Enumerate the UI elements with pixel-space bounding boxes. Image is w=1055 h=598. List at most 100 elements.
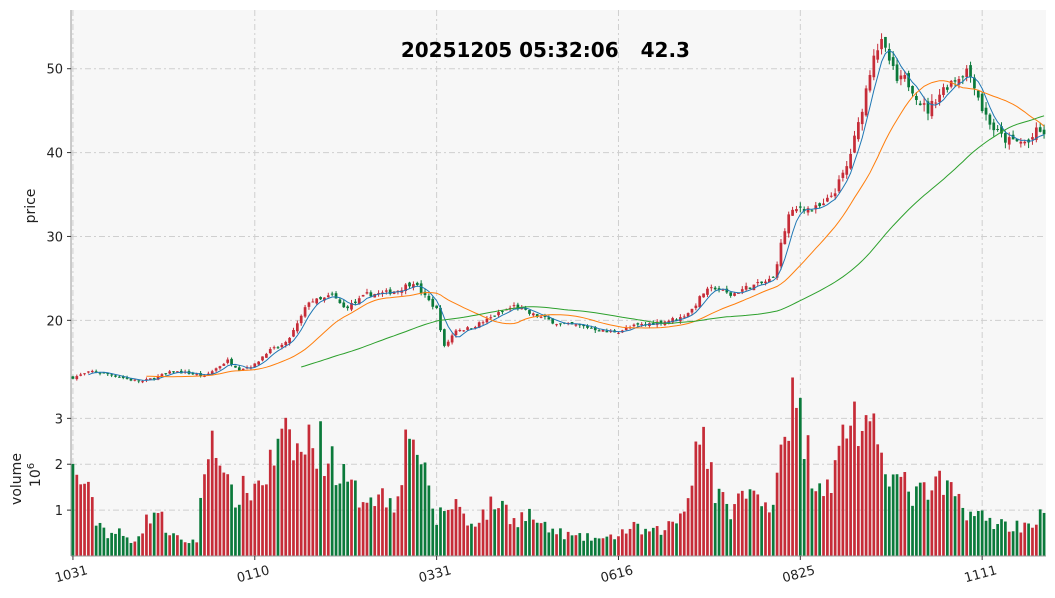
volume-bar bbox=[826, 479, 829, 556]
volume-tick-label: 2 bbox=[55, 458, 63, 473]
candle-body bbox=[83, 373, 86, 375]
volume-bar bbox=[663, 530, 667, 556]
candle bbox=[485, 316, 489, 325]
volume-bar bbox=[299, 451, 303, 556]
candle-body bbox=[915, 95, 918, 101]
volume-bar bbox=[168, 535, 172, 556]
candle bbox=[810, 209, 814, 212]
candle-body bbox=[717, 288, 721, 290]
candle bbox=[926, 97, 930, 121]
volume-bar bbox=[118, 528, 121, 556]
candle bbox=[686, 312, 690, 317]
candle-body bbox=[744, 285, 748, 290]
volume-bar bbox=[183, 542, 187, 556]
candle-body bbox=[164, 373, 168, 375]
volume-bar bbox=[887, 486, 891, 556]
volume-bar bbox=[543, 521, 547, 556]
candle bbox=[980, 92, 984, 113]
candle-body bbox=[481, 322, 485, 324]
candle bbox=[988, 113, 992, 130]
price-panel-background bbox=[71, 10, 1046, 400]
candle-body bbox=[160, 374, 164, 377]
x-tick-label: 0331 bbox=[417, 563, 453, 586]
volume-bars bbox=[71, 377, 1046, 556]
candle-body bbox=[485, 318, 489, 323]
candle bbox=[682, 314, 686, 319]
volume-bar bbox=[392, 512, 396, 556]
candle bbox=[431, 296, 435, 310]
volume-bar bbox=[694, 441, 698, 556]
volume-bar bbox=[884, 474, 887, 556]
volume-bar bbox=[605, 536, 609, 556]
candle-body bbox=[539, 316, 543, 318]
candle bbox=[214, 367, 218, 373]
candle bbox=[884, 36, 887, 52]
volume-bar bbox=[768, 512, 771, 556]
candle-body bbox=[698, 296, 702, 308]
candle-body bbox=[934, 102, 938, 104]
candle bbox=[168, 369, 172, 375]
candle-body bbox=[268, 349, 272, 354]
candle-body bbox=[965, 68, 969, 78]
volume-bar bbox=[427, 485, 431, 556]
candle-body bbox=[740, 289, 744, 292]
volume-bar bbox=[307, 424, 311, 556]
candle-body bbox=[640, 324, 644, 326]
candle-body bbox=[775, 264, 779, 278]
volume-bar bbox=[357, 507, 361, 556]
candle bbox=[377, 290, 380, 297]
candle-body bbox=[984, 107, 988, 115]
candle bbox=[261, 356, 264, 362]
volume-bar bbox=[187, 543, 191, 556]
candle bbox=[992, 118, 996, 137]
x-tick-label: 0825 bbox=[781, 563, 817, 586]
candle-body bbox=[508, 307, 512, 310]
candle-body bbox=[973, 77, 976, 89]
candle-body bbox=[524, 307, 527, 310]
candle-body bbox=[230, 358, 233, 365]
x-tick-label: 1111 bbox=[963, 563, 999, 586]
volume-bar bbox=[102, 527, 106, 556]
volume-bar bbox=[520, 512, 524, 556]
candle-body bbox=[210, 371, 214, 375]
volume-bar bbox=[752, 490, 756, 556]
volume-bar bbox=[539, 523, 543, 556]
candle-body bbox=[690, 308, 694, 313]
volume-bar bbox=[918, 482, 922, 556]
candle bbox=[911, 85, 914, 97]
candle-body bbox=[531, 313, 535, 316]
candle-body bbox=[1034, 127, 1038, 140]
candle-body bbox=[137, 380, 141, 382]
candle bbox=[133, 379, 137, 382]
volume-bar bbox=[988, 517, 992, 556]
volume-bar bbox=[791, 377, 794, 556]
candle bbox=[555, 323, 558, 327]
volume-bar bbox=[350, 479, 353, 556]
candle-body bbox=[624, 327, 628, 330]
candle-body bbox=[419, 283, 423, 294]
candle-body bbox=[94, 371, 98, 373]
volume-bar bbox=[1004, 521, 1007, 556]
moving-average-lines bbox=[88, 50, 1045, 381]
candle-body bbox=[806, 208, 810, 213]
candle-body bbox=[369, 292, 373, 297]
volume-bar bbox=[632, 521, 636, 556]
candle bbox=[531, 312, 535, 318]
candle bbox=[903, 71, 907, 82]
volume-bar bbox=[597, 538, 601, 556]
volume-bar bbox=[976, 510, 980, 556]
volume-bar bbox=[764, 502, 767, 556]
candle-body bbox=[1038, 127, 1042, 132]
candle-body bbox=[961, 76, 965, 78]
candle-body bbox=[439, 307, 442, 331]
candle bbox=[446, 339, 450, 348]
candle-body bbox=[829, 195, 833, 197]
volume-bar bbox=[679, 513, 682, 556]
candle-body bbox=[516, 304, 520, 310]
volume-bar bbox=[559, 528, 562, 556]
volume-bar bbox=[841, 424, 845, 556]
candle-body bbox=[87, 371, 90, 373]
candle-body bbox=[856, 122, 860, 140]
volume-bar bbox=[837, 445, 841, 556]
volume-bar bbox=[342, 464, 346, 556]
